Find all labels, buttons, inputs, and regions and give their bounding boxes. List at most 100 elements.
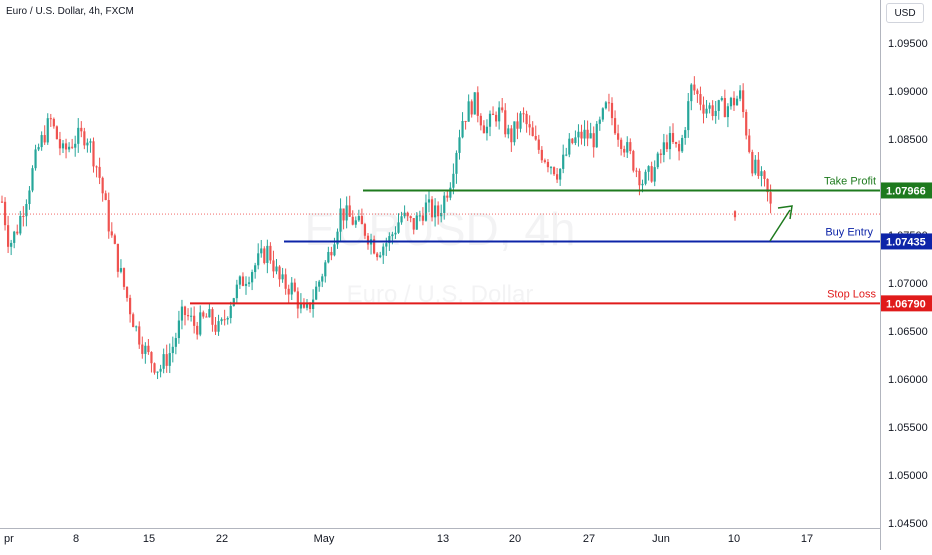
candle-body [476,92,479,116]
candle-body [308,302,312,310]
candle-body [278,266,281,280]
candle-body [64,143,68,150]
currency-selector[interactable]: USD [886,3,924,23]
candle-body [723,98,726,118]
x-tick-label: 13 [437,533,449,545]
candle-body [13,231,16,243]
candle-body [568,138,571,155]
x-tick-label: 17 [801,533,813,545]
candle-body [58,139,62,149]
x-tick-label: Jun [652,533,670,545]
candle-body [440,212,443,217]
candle-body [68,146,71,150]
candle-body [574,137,577,144]
candle-body [52,118,55,127]
candle-body [351,216,354,225]
candle-body [241,276,245,286]
candle-body [7,225,10,247]
x-tick-label: pr [4,533,14,545]
candle-body [531,127,534,137]
candle-body [138,326,141,345]
candle-body [470,101,473,115]
candle-body [391,234,394,237]
candle-body [37,147,40,150]
candle-body [589,133,592,139]
candle-body [376,253,379,258]
candle-body [763,171,766,179]
candle-body [235,284,238,299]
candle-body [522,113,525,115]
candle-body [357,216,360,221]
buy-entry-price-tag [881,233,932,250]
stop-loss-label: Stop Loss [827,288,876,300]
candle-body [132,314,135,328]
candle-body [363,224,367,236]
candle-body [373,239,376,254]
candle-body [513,121,516,143]
candle-body [171,346,174,354]
candle-body [92,141,95,167]
candle-body [125,286,129,298]
candle-body [607,102,611,104]
arrow-annotation-head [777,205,793,220]
candle-body [238,276,241,285]
candle-body [382,246,385,256]
candle-body [269,245,272,261]
candle-body [19,216,22,234]
candle-body [681,137,684,152]
candle-body [464,120,467,122]
candle-body [196,325,199,335]
candle-body [409,216,412,219]
candle-body [183,306,187,316]
candle-body [318,281,321,287]
candle-body [491,113,495,115]
candle-body [565,154,568,156]
candle-body [647,166,650,172]
candle-body [28,190,31,205]
stop-loss-price-tag [881,295,932,312]
candle-body [495,114,498,122]
candle-body [766,178,769,193]
candle-body [739,90,742,99]
candle-body [769,192,772,204]
candle-body [498,107,501,122]
x-tick-label: 22 [216,533,228,545]
candle-body [397,222,400,233]
candle-body [638,170,641,186]
candle-body [604,102,607,109]
candle-body [656,153,659,168]
candle-body [49,118,52,120]
candle-body [141,344,144,354]
x-tick-label: May [314,533,335,545]
candle-body [290,282,293,295]
candle-body [190,315,193,317]
candle-body [223,319,226,321]
candle-body [186,315,190,317]
candle-body [153,363,156,373]
y-tick-label: 1.05500 [888,422,928,434]
candle-body [129,297,132,315]
x-tick-label: 10 [728,533,740,545]
candle-body [110,231,113,236]
candle-body [659,153,662,155]
x-tick-label: 20 [509,533,521,545]
candle-body [598,119,601,124]
candle-body [46,118,49,143]
candle-body [254,265,257,273]
candle-body [333,244,336,256]
candle-body [458,137,461,153]
candle-body [702,104,705,114]
candle-body [751,151,754,174]
candle-body [461,120,464,138]
candle-body [379,255,382,258]
candle-body [86,142,89,146]
candle-body [482,125,485,134]
candle-body [748,135,751,152]
candle-body [107,200,110,232]
candle-body [760,171,763,177]
candle-body [418,215,421,217]
candle-body [687,101,690,131]
candle-body [641,183,644,186]
